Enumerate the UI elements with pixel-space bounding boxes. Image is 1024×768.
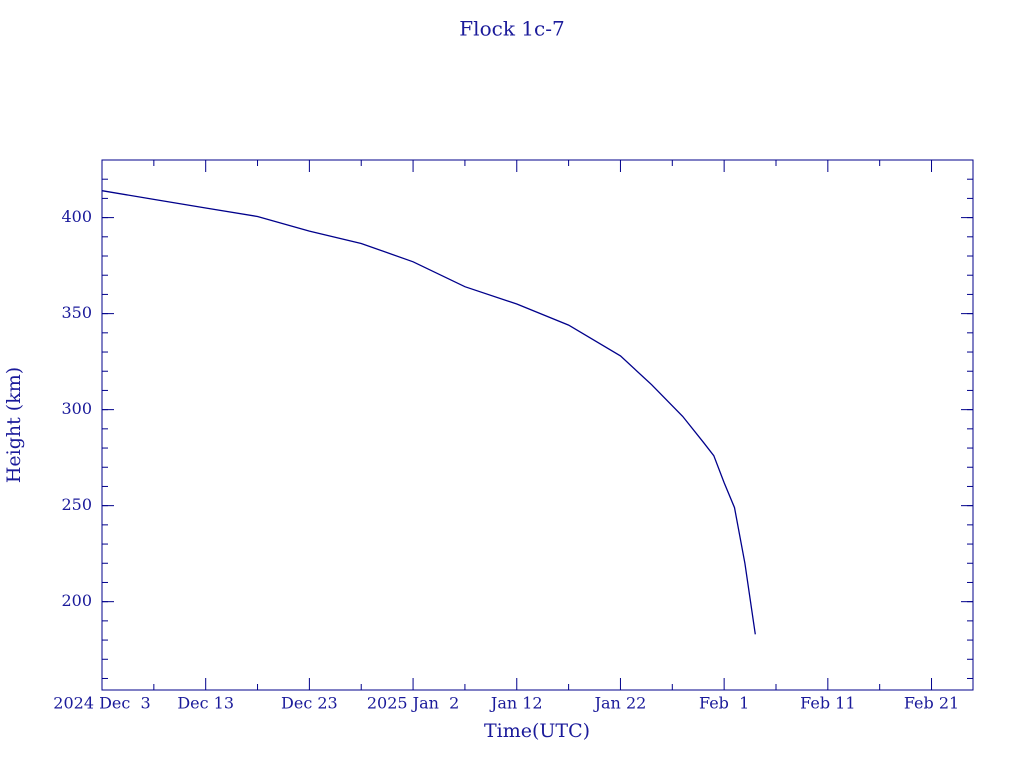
x-tick-label: Jan 12 [489,694,543,713]
plot-frame [101,159,974,691]
y-tick-label: 400 [61,207,92,226]
x-tick-label: 2024 Dec 3 [53,694,150,713]
x-tick-label: Feb 21 [904,694,959,713]
x-tick-label: Dec 13 [177,694,234,713]
y-axis-label: Height (km) [3,367,25,483]
x-tick-label: Feb 1 [699,694,749,713]
chart-title: Flock 1c-7 [459,17,564,41]
x-axis-label: Time(UTC) [484,720,590,742]
x-tick-label: Dec 23 [281,694,338,713]
x-tick-label: 2025 Jan 2 [367,694,459,713]
y-tick-label: 350 [61,303,92,322]
x-tick-label: Feb 11 [800,694,855,713]
y-tick-label: 250 [61,495,92,514]
y-tick-label: 300 [61,399,92,418]
y-tick-label: 200 [61,591,92,610]
x-tick-label: Jan 22 [593,694,647,713]
data-line [101,190,756,635]
